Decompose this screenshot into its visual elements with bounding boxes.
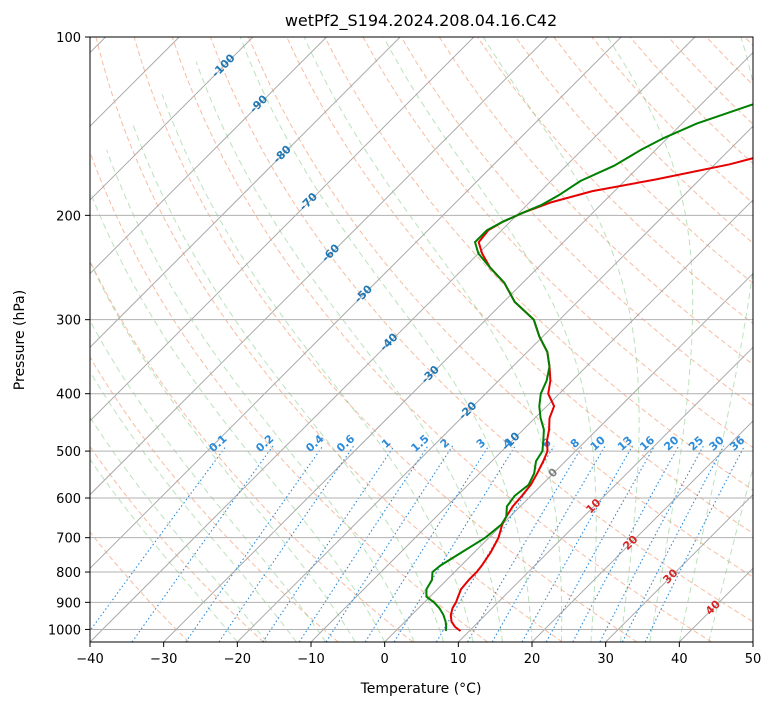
moist-adiabat: [303, 37, 563, 642]
x-tick-label: −20: [224, 652, 251, 667]
x-tick-label: 40: [671, 652, 688, 667]
isotherm-line: [457, 346, 753, 642]
y-tick-label: 400: [56, 388, 81, 403]
x-axis: −40 −30 −20 −10 0 10 20 30 40 50: [76, 642, 761, 667]
dry-adiabat: [90, 445, 264, 642]
mixing-ratio-line: [325, 445, 454, 642]
moist-adiabat: [90, 370, 297, 642]
mixing-ratio-line: [218, 445, 355, 642]
moist-adiabat: [383, 37, 597, 642]
dry-adiabat: [438, 37, 753, 366]
isotherm-line: [384, 272, 753, 642]
isotherm-line: [90, 37, 622, 570]
chart-title: wetPf2_S194.2024.208.04.16.C42: [285, 11, 557, 31]
y-tick-label: 600: [56, 492, 81, 507]
moist-adiabat: [195, 61, 503, 642]
isotherms: [90, 37, 753, 642]
y-tick-label: 900: [56, 596, 81, 611]
y-tick-label: 800: [56, 566, 81, 581]
moist-adiabat: [90, 190, 386, 642]
mixing-ratio-line: [131, 445, 274, 642]
moist-adiabat: [90, 261, 356, 642]
x-tick-label: 0: [381, 652, 389, 667]
isotherm-line: [90, 37, 696, 642]
mixing-ratio-line: [393, 445, 516, 642]
temperature-profile-line: [449, 157, 753, 632]
isobar-gridlines: [90, 37, 753, 630]
dry-adiabats: [90, 37, 753, 642]
moist-adiabat: [90, 416, 268, 642]
isotherm-line: [90, 37, 327, 275]
y-axis: 100 200 300 400 500 600 700 800 900 1000: [48, 31, 90, 638]
moist-adiabat: [678, 37, 753, 642]
mixing-ratio-line: [545, 445, 655, 642]
profiles: [425, 103, 753, 632]
mixing-ratio-line: [298, 445, 429, 642]
dewpoint-profile-line: [425, 103, 753, 632]
mixing-ratio-line: [644, 445, 745, 642]
x-tick-label: −40: [76, 652, 103, 667]
moist-adiabat: [132, 123, 445, 642]
dry-adiabat: [324, 37, 753, 491]
y-tick-label: 500: [56, 445, 81, 460]
x-tick-label: 50: [745, 652, 762, 667]
y-tick-label: 700: [56, 532, 81, 547]
x-tick-label: −30: [150, 652, 177, 667]
mixing-ratio-line: [467, 445, 583, 642]
x-axis-label: Temperature (°C): [360, 681, 482, 697]
mixing-ratio-line: [621, 445, 725, 642]
isotherm-line: [90, 37, 401, 348]
x-tick-label: 20: [524, 652, 541, 667]
isotherm-line: [236, 125, 753, 642]
dry-adiabat: [95, 37, 563, 642]
isotherm-line: [531, 420, 753, 642]
mixing-ratio-line: [521, 445, 633, 642]
moist-adiabat: [161, 94, 474, 642]
isotherm-line: [90, 37, 254, 201]
y-tick-label: 200: [56, 209, 81, 224]
dry-adiabat: [209, 37, 753, 623]
mixing-ratio-line: [364, 445, 490, 642]
moist-adiabat: [708, 466, 753, 642]
y-axis-label: Pressure (hPa): [12, 290, 28, 390]
dry-adiabat: [400, 37, 753, 407]
mixing-ratio-line: [262, 445, 395, 642]
moist-adiabat: [90, 319, 327, 642]
isotherm-line: [605, 493, 753, 642]
plot-frame: [89, 36, 754, 643]
y-tick-label: 100: [56, 31, 81, 46]
mixing-ratio-line: [185, 445, 324, 642]
dry-adiabat: [90, 531, 190, 642]
isotherm-line: [90, 37, 548, 496]
x-tick-label: 30: [597, 652, 614, 667]
x-tick-label: −10: [297, 652, 324, 667]
y-tick-label: 300: [56, 314, 81, 329]
moist-adiabat: [239, 37, 533, 642]
y-tick-label: 1000: [48, 623, 81, 638]
mixing-ratio-lines: [90, 445, 745, 642]
moist-adiabat: [482, 37, 640, 642]
dry-adiabat: [133, 37, 638, 642]
dry-adiabat: [248, 37, 753, 578]
dry-adiabat: [515, 37, 753, 284]
dry-adiabat: [90, 356, 339, 642]
x-tick-label: 10: [450, 652, 467, 667]
isotherm-line: [310, 199, 753, 642]
moist-adiabat: [90, 458, 238, 642]
isotherm-line: [163, 51, 753, 642]
moist-adiabat: [607, 37, 694, 642]
dry-adiabat: [90, 150, 488, 642]
dry-adiabat: [171, 37, 712, 642]
isotherm-line: [90, 37, 475, 422]
